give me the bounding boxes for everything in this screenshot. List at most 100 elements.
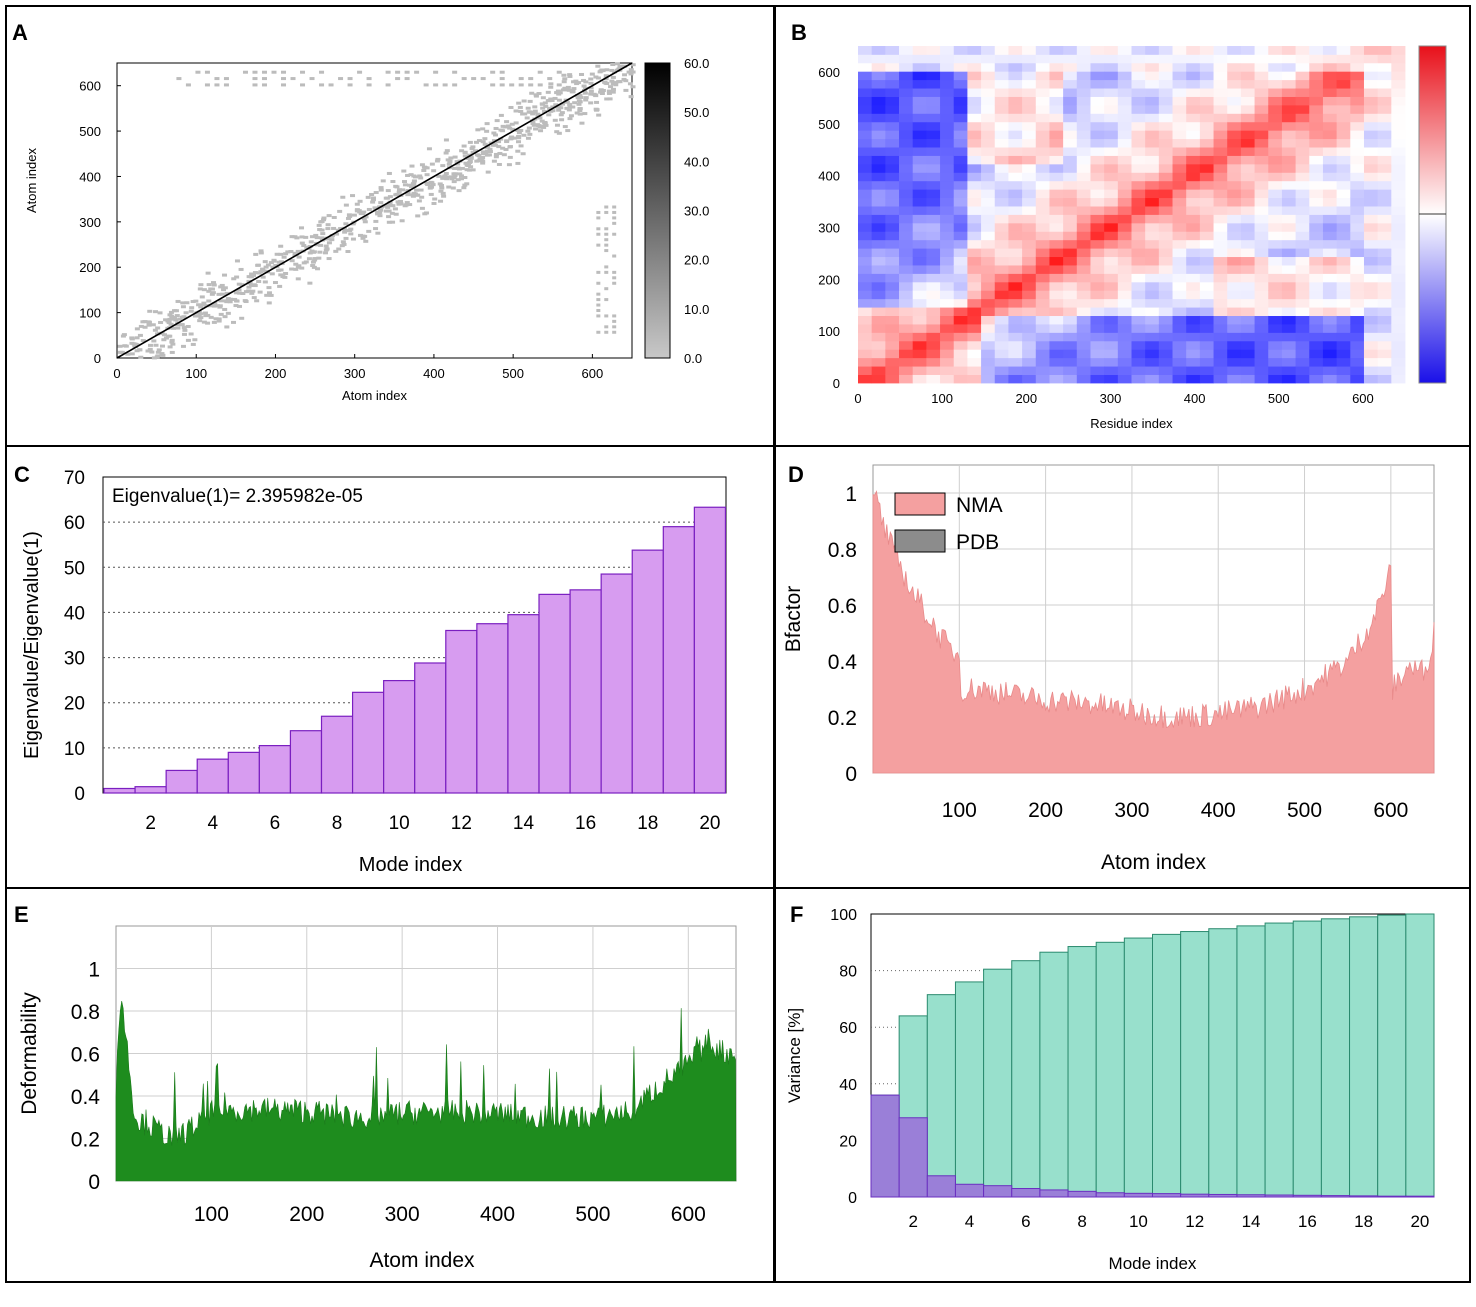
heatmap-cell [940, 374, 955, 384]
heatmap-cell [1172, 147, 1187, 156]
heatmap-cell [858, 121, 873, 131]
density-blob [506, 163, 512, 167]
density-blob [377, 214, 383, 218]
heatmap-cell [1322, 315, 1338, 325]
heatmap-cell [1104, 62, 1119, 72]
density-blob [427, 186, 433, 190]
heatmap-cell [953, 104, 968, 114]
x-axis-label: Mode index [359, 854, 462, 876]
heatmap-cell [1199, 239, 1214, 249]
heatmap-cell [940, 290, 955, 300]
density-blob [518, 109, 524, 113]
heatmap-cell [871, 206, 886, 215]
density-blob [251, 296, 257, 300]
heatmap-cell [1295, 222, 1310, 232]
heatmap-cell [1063, 290, 1078, 300]
heatmap-cell [1008, 248, 1023, 258]
heatmap-cell [1172, 96, 1187, 106]
density-blob [628, 68, 634, 72]
heatmap-cell [858, 239, 873, 249]
heatmap-cell [1254, 214, 1269, 224]
heatmap-cell [1295, 231, 1310, 241]
heatmap-cell [1158, 104, 1173, 114]
heatmap-cell [1309, 130, 1324, 140]
heatmap-cell [981, 54, 996, 64]
density-blob [175, 299, 181, 303]
heatmap-cell [1131, 96, 1146, 106]
heatmap-cell [926, 96, 941, 106]
heatmap-cell [1227, 62, 1242, 72]
heatmap-cell [1117, 172, 1132, 182]
heatmap-cell [1145, 54, 1160, 64]
individual-bar-mode-5 [983, 1185, 1013, 1198]
heatmap-cell [1090, 265, 1105, 274]
heatmap-cell [1199, 315, 1214, 325]
heatmap-cell [1281, 121, 1296, 131]
heatmap-cell [1240, 104, 1255, 114]
heatmap-cell [1377, 113, 1392, 123]
heatmap-cell [1322, 374, 1338, 384]
heatmap-cell [899, 113, 914, 123]
heatmap-cell [1158, 332, 1173, 342]
bar-mode-5 [227, 751, 260, 794]
density-blob [604, 238, 609, 242]
density-blob [205, 321, 211, 325]
heatmap-cell [1117, 62, 1132, 72]
heatmap-cell [1227, 231, 1242, 241]
heatmap-cell [1199, 222, 1214, 232]
heatmap-cell [1227, 46, 1242, 55]
heatmap-cell [1350, 298, 1365, 308]
heatmap-cell [1022, 180, 1037, 190]
density-blob [378, 201, 384, 205]
heatmap-cell [1268, 197, 1283, 207]
heatmap-cell [1377, 281, 1392, 291]
heatmap-cell [1350, 197, 1365, 207]
heatmap-cell [899, 104, 914, 114]
heatmap-cell [1322, 239, 1338, 249]
density-blob [182, 328, 188, 332]
heatmap-cell [1391, 214, 1406, 224]
heatmap-cell [1104, 88, 1119, 97]
density-blob [312, 257, 318, 261]
heatmap-cell [1076, 366, 1091, 375]
heatmap-cell [1186, 239, 1201, 249]
density-blob [532, 105, 538, 109]
heatmap-cell [981, 180, 996, 190]
heatmap-cell [926, 172, 941, 182]
density-blob [567, 102, 573, 106]
heatmap-cell [1008, 197, 1023, 207]
heatmap-cell [1186, 130, 1201, 140]
heatmap-cell [1391, 197, 1406, 207]
heatmap-cell [1145, 88, 1160, 97]
heatmap-cell [1350, 366, 1365, 375]
heatmap-cell [1377, 147, 1392, 156]
heatmap-cell [1240, 366, 1255, 375]
heatmap-cell [1391, 138, 1406, 148]
density-blob [249, 291, 255, 295]
heatmap-cell [981, 155, 996, 165]
heatmap-cell [1117, 206, 1132, 215]
heatmap-cell [953, 315, 968, 325]
heatmap-cell [1090, 231, 1105, 241]
heatmap-cell [926, 180, 941, 190]
heatmap-cell [1158, 88, 1173, 97]
heatmap-cell [885, 206, 900, 215]
density-blob [574, 111, 580, 115]
heatmap-cell [1008, 265, 1023, 274]
heatmap-cell [1117, 46, 1132, 55]
heatmap-cell [1186, 206, 1201, 215]
heatmap-cell [1145, 357, 1160, 367]
y-tick-label: 0.2 [828, 707, 857, 730]
heatmap-cell [1227, 155, 1242, 165]
x-tick-label: 400 [1201, 799, 1236, 822]
heatmap-cell [1295, 54, 1310, 64]
heatmap-cell [1117, 281, 1132, 291]
density-blob [537, 83, 543, 87]
heatmap-cell [1063, 121, 1078, 131]
heatmap-cell [940, 104, 955, 114]
density-blob [268, 293, 274, 297]
density-blob [117, 344, 123, 348]
heatmap-cell [1254, 197, 1269, 207]
heatmap-cell [1145, 113, 1160, 123]
